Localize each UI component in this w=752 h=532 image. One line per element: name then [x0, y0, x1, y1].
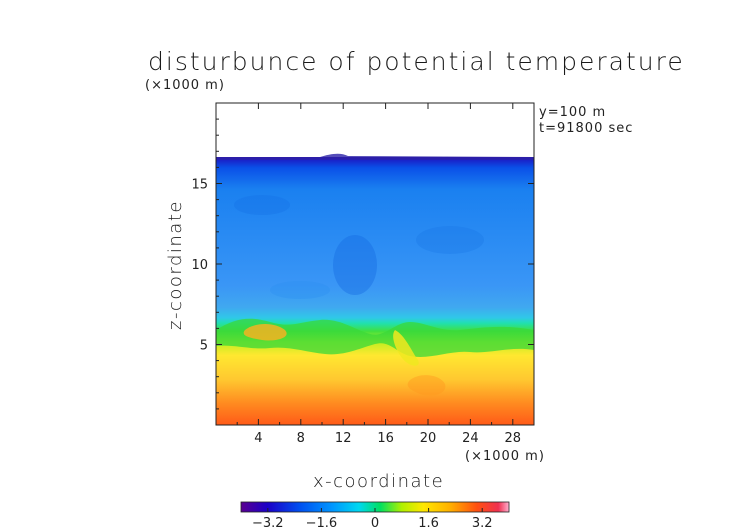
colorbar-tick-label: 3.2	[472, 516, 493, 531]
colorbar-tick-label: −1.6	[306, 516, 338, 531]
x-tick-label: 16	[377, 431, 394, 446]
field-swirl	[333, 235, 377, 295]
y-tick-label: 5	[200, 339, 208, 354]
x-tick-label: 20	[420, 431, 437, 446]
colorbar-ticks: −3.2 −1.6 0 1.6 3.2	[252, 508, 493, 531]
y-tick-label: 10	[191, 258, 208, 273]
x-tick-label: 8	[297, 431, 305, 446]
field-swirl	[234, 195, 290, 215]
y-axis: 5 10 15	[191, 118, 534, 410]
plot-field	[216, 103, 534, 425]
x-axis-title: x-coordinate	[313, 471, 444, 492]
colorbar-tick-label: 1.6	[418, 516, 439, 531]
x-axis: 4 8 12 16 20 24 28	[236, 103, 522, 446]
field-empty-top	[216, 103, 534, 157]
y-axis-title: z-coordinate	[165, 200, 186, 330]
field-swirl	[270, 281, 330, 299]
field-fill	[216, 157, 534, 425]
colorbar-tick-label: −3.2	[252, 516, 284, 531]
annotation-time: t=91800 sec	[539, 121, 633, 136]
y-tick-label: 15	[191, 178, 208, 193]
chart-units-label: (×1000 m)	[145, 78, 225, 93]
chart-title: disturbunce of potential temperature	[148, 47, 685, 76]
x-tick-label: 12	[335, 431, 352, 446]
x-tick-label: 4	[254, 431, 262, 446]
colorbar-tick-label: 0	[371, 516, 379, 531]
field-green-wave	[216, 318, 534, 357]
field-orange-blob	[407, 375, 446, 396]
field-yellow-swirl	[243, 324, 287, 341]
x-tick-label: 24	[462, 431, 479, 446]
annotation-y-position: y=100 m	[539, 105, 606, 120]
field-swirl	[416, 226, 484, 254]
field-top-edge	[216, 153, 534, 160]
x-unit-label: (×1000 m)	[465, 449, 545, 464]
x-tick-label: 28	[505, 431, 522, 446]
field-yellow-swirl	[393, 330, 419, 366]
